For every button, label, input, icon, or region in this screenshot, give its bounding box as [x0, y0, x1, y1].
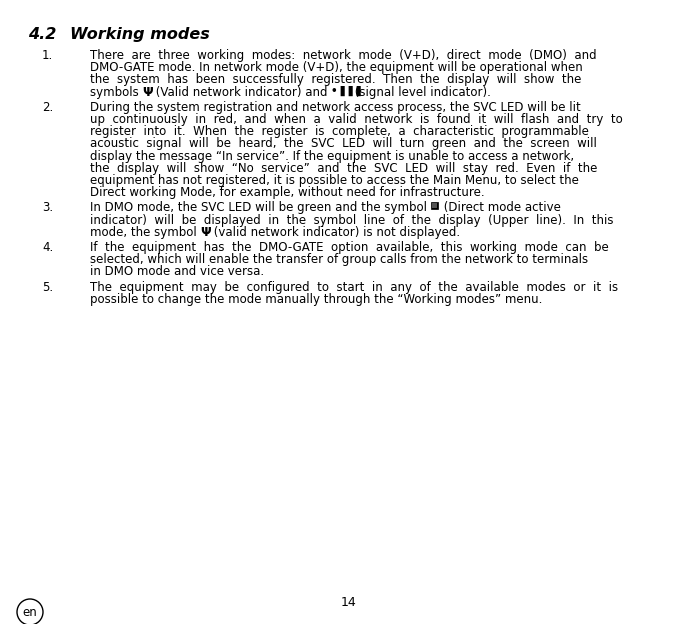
Text: acoustic  signal  will  be  heard,  the  SVC  LED  will  turn  green  and  the  : acoustic signal will be heard, the SVC L…	[90, 137, 597, 150]
Text: 1.: 1.	[42, 49, 53, 62]
Text: Ψ: Ψ	[201, 226, 211, 239]
Text: possible to change the mode manually through the “Working modes” menu.: possible to change the mode manually thr…	[90, 293, 542, 306]
Text: 14: 14	[341, 595, 356, 608]
Text: mode, the symbol: mode, the symbol	[90, 226, 201, 239]
Text: 5.: 5.	[42, 281, 53, 294]
Text: •▐▐▐: •▐▐▐	[331, 85, 361, 96]
Text: (Direct mode active: (Direct mode active	[440, 202, 560, 215]
Text: Ψ: Ψ	[142, 85, 153, 99]
Text: 4.: 4.	[42, 241, 53, 254]
Text: The  equipment  may  be  configured  to  start  in  any  of  the  available  mod: The equipment may be configured to start…	[90, 281, 618, 294]
Text: symbols: symbols	[90, 85, 142, 99]
Bar	[431, 203, 437, 208]
Text: 2.: 2.	[42, 101, 53, 114]
Text: During the system registration and network access process, the SVC LED will be l: During the system registration and netwo…	[90, 101, 581, 114]
Text: selected, which will enable the transfer of group calls from the network to term: selected, which will enable the transfer…	[90, 253, 588, 266]
Text: up  continuously  in  red,  and  when  a  valid  network  is  found  it  will  f: up continuously in red, and when a valid…	[90, 113, 622, 126]
Text: 3.: 3.	[42, 202, 53, 215]
Text: In DMO mode, the SVC LED will be green and the symbol: In DMO mode, the SVC LED will be green a…	[90, 202, 431, 215]
Text: display the message “In service”. If the equipment is unable to access a network: display the message “In service”. If the…	[90, 150, 574, 163]
Bar	[431, 202, 438, 210]
Text: equipment has not registered, it is possible to access the Main Menu, to select : equipment has not registered, it is poss…	[90, 174, 579, 187]
Text: the  system  has  been  successfully  registered.  Then  the  display  will  sho: the system has been successfully registe…	[90, 74, 581, 86]
Text: en: en	[22, 605, 38, 618]
Text: the  display  will  show  “No  service”  and  the  SVC  LED  will  stay  red.  E: the display will show “No service” and t…	[90, 162, 597, 175]
Text: 4.2: 4.2	[28, 27, 56, 42]
Text: DMO-GATE mode. In network mode (V+D), the equipment will be operational when: DMO-GATE mode. In network mode (V+D), th…	[90, 61, 583, 74]
Text: Working modes: Working modes	[70, 27, 210, 42]
Text: (valid network indicator) is not displayed.: (valid network indicator) is not display…	[210, 226, 459, 239]
Text: register  into  it.  When  the  register  is  complete,  a  characteristic  prog: register into it. When the register is c…	[90, 125, 589, 138]
Text: If  the  equipment  has  the  DMO-GATE  option  available,  this  working  mode : If the equipment has the DMO-GATE option…	[90, 241, 608, 254]
Text: (signal level indicator).: (signal level indicator).	[351, 85, 491, 99]
Text: There  are  three  working  modes:  network  mode  (V+D),  direct  mode  (DMO)  : There are three working modes: network m…	[90, 49, 597, 62]
Text: Direct working Mode, for example, without need for infrastructure.: Direct working Mode, for example, withou…	[90, 186, 484, 199]
Text: (Valid network indicator) and: (Valid network indicator) and	[151, 85, 331, 99]
Text: in DMO mode and vice versa.: in DMO mode and vice versa.	[90, 265, 264, 278]
Text: indicator)  will  be  displayed  in  the  symbol  line  of  the  display  (Upper: indicator) will be displayed in the symb…	[90, 213, 613, 227]
